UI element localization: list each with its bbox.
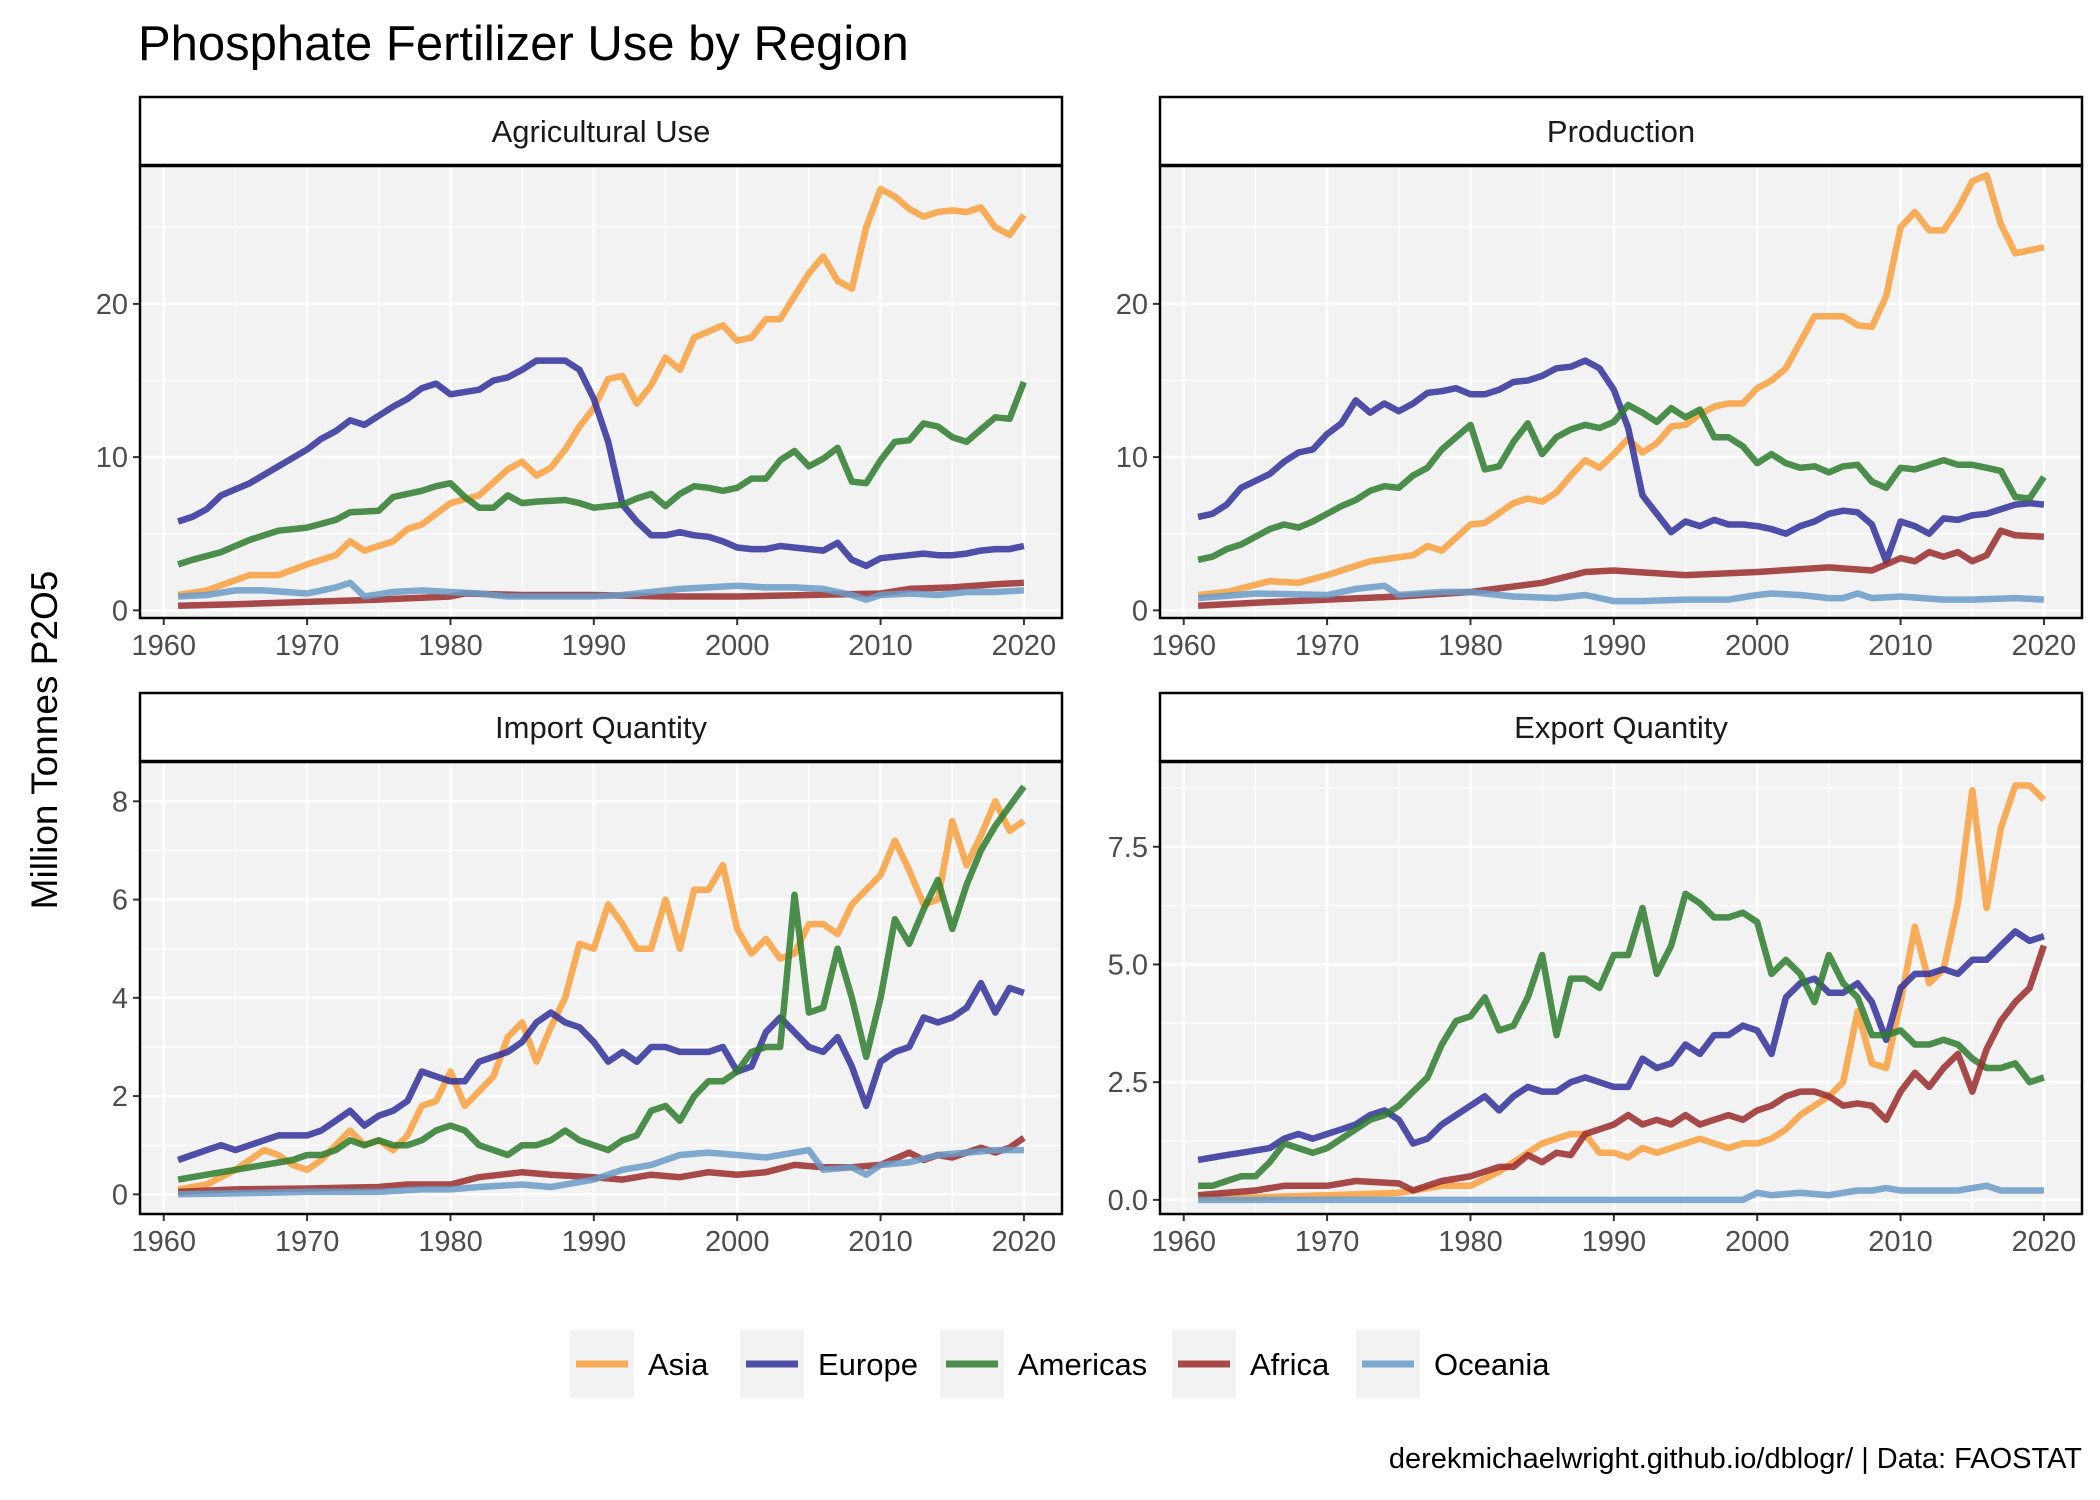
legend-label: Oceania xyxy=(1434,1347,1550,1382)
series-line-europe xyxy=(1197,357,2045,565)
legend-label: Europe xyxy=(818,1347,918,1382)
panel-strip-label: Export Quantity xyxy=(1514,710,1728,745)
y-tick-label: 20 xyxy=(1116,289,1148,321)
y-axis-title: Million Tonnes P2O5 xyxy=(24,571,65,910)
y-tick-label: 2 xyxy=(112,1081,128,1113)
x-tick-label: 2000 xyxy=(705,1226,770,1258)
panel-strip xyxy=(138,691,1064,763)
panel-strip-label: Production xyxy=(1547,114,1695,149)
legend-label: Africa xyxy=(1250,1347,1330,1382)
x-tick-label: 1980 xyxy=(1438,1226,1503,1258)
panel-strip-label: Import Quantity xyxy=(495,710,707,745)
x-tick-label: 1960 xyxy=(131,1226,196,1258)
series-line-asia xyxy=(177,798,1026,1193)
x-tick-label: 2010 xyxy=(848,1226,913,1258)
x-tick-label: 1990 xyxy=(1582,630,1647,662)
panel-border xyxy=(138,760,1064,1216)
series-line-oceania xyxy=(1197,582,2045,605)
x-tick-label: 1990 xyxy=(1582,1226,1647,1258)
y-tick-label: 0 xyxy=(112,1179,128,1211)
legend-label: Americas xyxy=(1018,1347,1147,1382)
y-tick-label: 10 xyxy=(96,442,128,474)
x-tick-label: 1990 xyxy=(562,630,627,662)
x-tick-label: 1970 xyxy=(275,630,340,662)
x-tick-label: 1970 xyxy=(1295,630,1360,662)
series-line-americas xyxy=(1197,401,2047,563)
series-line-europe xyxy=(177,979,1025,1164)
x-tick-label: 1960 xyxy=(1151,1226,1216,1258)
x-tick-label: 1970 xyxy=(1295,1226,1360,1258)
y-tick-label: 6 xyxy=(112,885,128,917)
x-tick-label: 2020 xyxy=(2012,630,2077,662)
x-tick-label: 2000 xyxy=(705,630,770,662)
x-tick-label: 1960 xyxy=(1151,630,1216,662)
series-line-americas xyxy=(177,380,1027,568)
y-tick-label: 4 xyxy=(112,983,128,1015)
x-tick-label: 2000 xyxy=(1725,630,1790,662)
x-tick-label: 1960 xyxy=(131,630,196,662)
x-tick-label: 1980 xyxy=(1438,630,1503,662)
y-tick-label: 5.0 xyxy=(1108,949,1148,981)
x-tick-label: 1990 xyxy=(562,1226,627,1258)
y-tick-label: 0 xyxy=(112,595,128,627)
legend-item-asia: Asia xyxy=(570,1330,709,1398)
panel-production: Production 1960 1970 1980 1990 2000 2010 2020 0 1… xyxy=(1116,95,2084,662)
x-tick-label: 1980 xyxy=(418,630,483,662)
x-tick-label: 1980 xyxy=(418,1226,483,1258)
series-line-europe xyxy=(1197,928,2045,1164)
panel-border xyxy=(1158,164,2084,620)
series-line-oceania xyxy=(1198,1182,2044,1204)
panel-export-quantity: Export Quantity 1960 1970 1980 1990 2000 2010 2… xyxy=(1108,691,2084,1258)
series-line-oceania xyxy=(178,1146,1024,1198)
chart-caption: derekmichaelwright.github.io/dblogr/ | D… xyxy=(1389,1443,2082,1475)
y-tick-label: 8 xyxy=(112,786,128,818)
series-line-asia xyxy=(1197,171,2045,599)
chart-title: Phosphate Fertilizer Use by Region xyxy=(138,17,909,71)
x-tick-label: 2020 xyxy=(992,630,1057,662)
legend-item-oceania: Oceania xyxy=(1356,1330,1550,1398)
y-tick-label: 10 xyxy=(1116,442,1148,474)
x-tick-label: 2000 xyxy=(1725,1226,1790,1258)
series-line-americas xyxy=(1198,890,2045,1190)
x-tick-label: 1970 xyxy=(275,1226,340,1258)
legend: Asia Europe Americas Africa Oceania xyxy=(570,1330,1550,1398)
series-line-asia xyxy=(177,185,1027,599)
panel-border xyxy=(1158,760,2084,1216)
legend-item-americas: Americas xyxy=(940,1330,1147,1398)
legend-label: Asia xyxy=(648,1347,709,1382)
series-line-africa xyxy=(1197,944,2047,1199)
plot-background xyxy=(1160,166,2082,618)
y-tick-label: 7.5 xyxy=(1108,832,1148,864)
x-tick-label: 2010 xyxy=(848,630,913,662)
panel-border xyxy=(138,164,1064,620)
x-tick-label: 2010 xyxy=(1868,1226,1933,1258)
x-tick-label: 2010 xyxy=(1868,630,1933,662)
panel-strip-label: Agricultural Use xyxy=(492,114,711,149)
y-tick-label: 20 xyxy=(96,289,128,321)
y-tick-label: 0 xyxy=(1132,595,1148,627)
x-tick-label: 2020 xyxy=(992,1226,1057,1258)
plot-background xyxy=(140,762,1062,1214)
legend-item-africa: Africa xyxy=(1172,1330,1330,1398)
y-tick-label: 2.5 xyxy=(1108,1067,1148,1099)
y-tick-label: 0.0 xyxy=(1108,1185,1148,1217)
series-line-oceania xyxy=(177,579,1025,603)
panel-import-quantity: Import Quantity 1960 1970 1980 1990 2000 2010 2… xyxy=(112,691,1064,1258)
x-tick-label: 2020 xyxy=(2012,1226,2077,1258)
legend-item-europe: Europe xyxy=(740,1330,918,1398)
series-line-europe xyxy=(177,357,1025,570)
series-line-americas xyxy=(177,784,1027,1183)
panel-strip xyxy=(138,95,1064,167)
panel-strip xyxy=(1158,691,2084,763)
